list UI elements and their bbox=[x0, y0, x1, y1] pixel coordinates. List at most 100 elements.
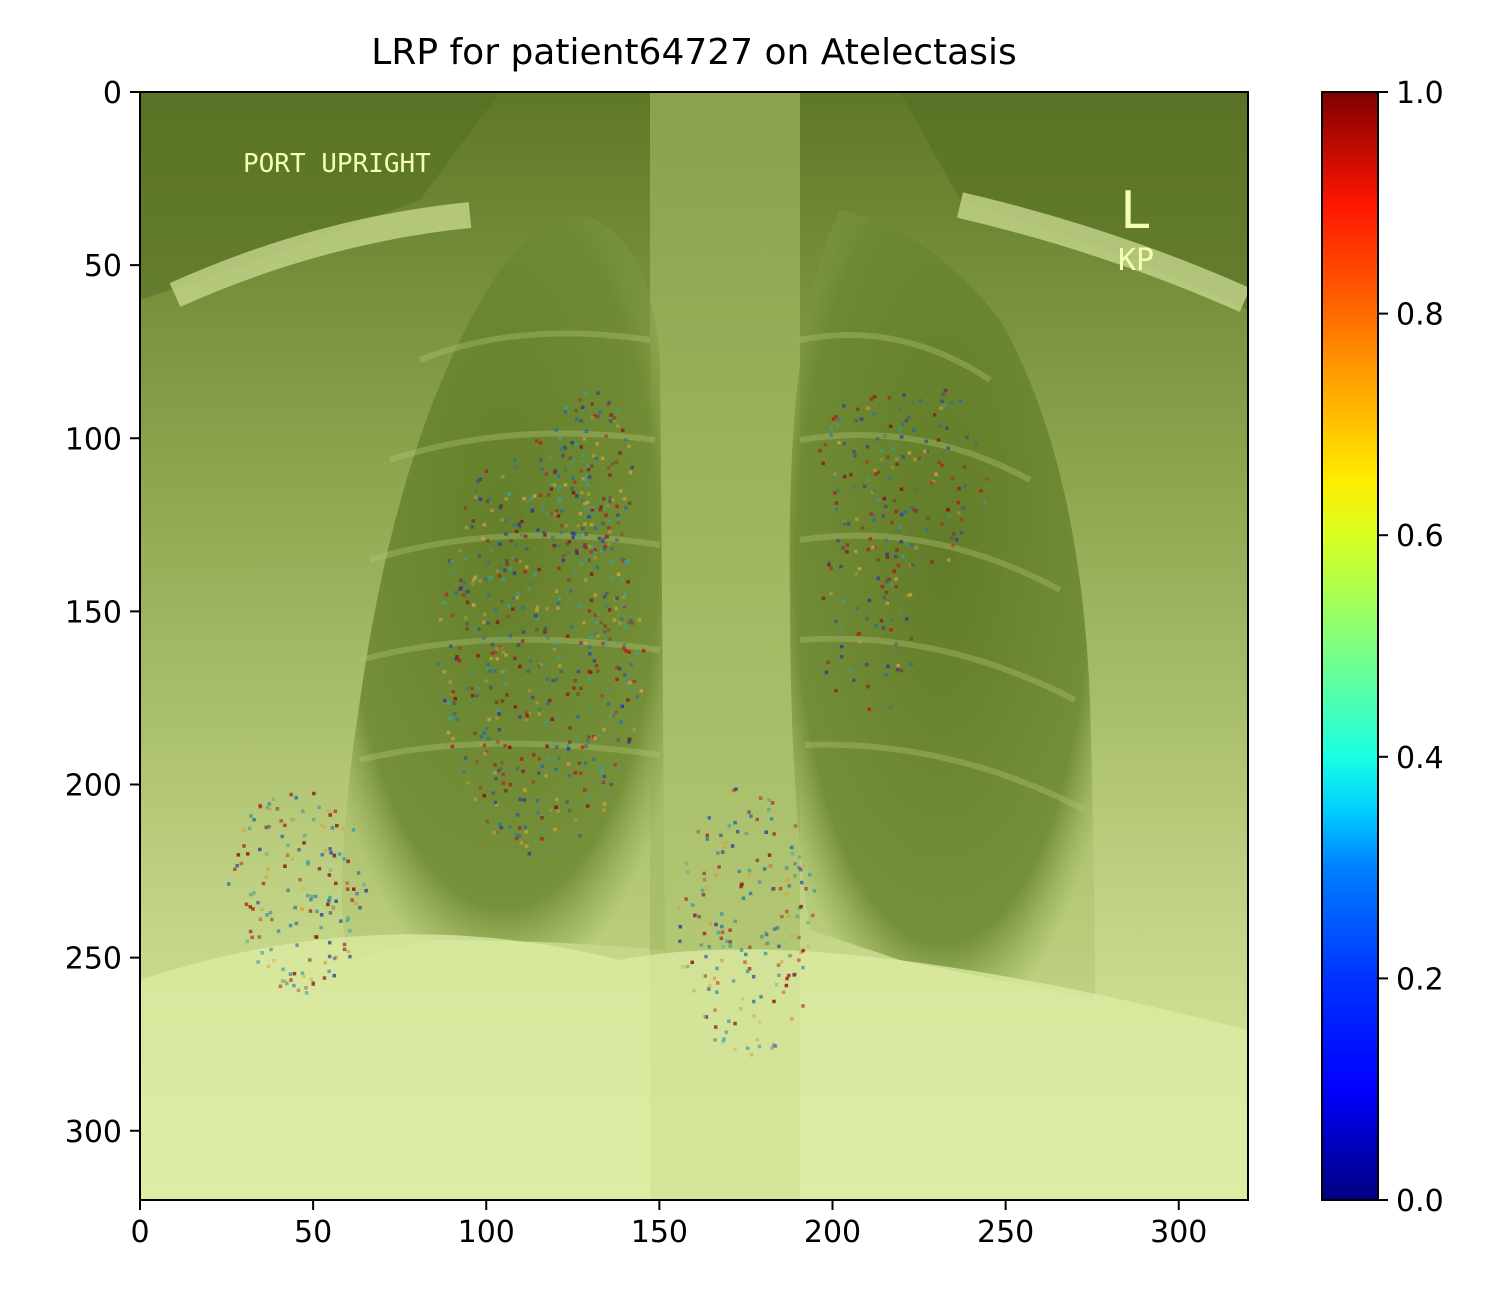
lrp-speckle bbox=[515, 543, 519, 547]
lrp-speckle bbox=[624, 506, 628, 510]
lrp-speckle bbox=[539, 458, 543, 462]
lrp-speckle bbox=[925, 528, 929, 533]
lrp-speckle bbox=[252, 891, 256, 895]
lrp-speckle bbox=[724, 1030, 728, 1034]
colorbar-tick-label: 0.2 bbox=[1396, 962, 1444, 997]
lrp-speckle bbox=[565, 692, 570, 696]
lrp-speckle bbox=[563, 468, 568, 472]
lrp-speckle bbox=[455, 655, 459, 659]
lrp-speckle bbox=[525, 711, 529, 715]
lrp-speckle bbox=[533, 572, 537, 577]
lrp-speckle bbox=[504, 653, 508, 657]
lrp-speckle bbox=[514, 836, 519, 841]
lrp-speckle bbox=[523, 570, 527, 574]
lrp-speckle bbox=[519, 757, 524, 761]
lrp-speckle bbox=[458, 586, 463, 590]
lrp-speckle bbox=[471, 519, 475, 523]
lrp-speckle bbox=[524, 830, 529, 834]
lrp-speckle bbox=[741, 997, 745, 1001]
lrp-speckle bbox=[475, 694, 479, 698]
lrp-speckle bbox=[348, 954, 352, 959]
lrp-speckle bbox=[322, 976, 327, 980]
lrp-speckle bbox=[592, 659, 597, 663]
lrp-speckle bbox=[278, 984, 283, 989]
lrp-speckle bbox=[841, 546, 845, 550]
lrp-speckle bbox=[599, 505, 603, 509]
lrp-speckle bbox=[328, 813, 332, 817]
lrp-speckle bbox=[951, 532, 956, 536]
lrp-speckle bbox=[293, 818, 297, 822]
lrp-speckle bbox=[517, 522, 521, 526]
colorbar-tick-label: 1.0 bbox=[1396, 76, 1444, 111]
lrp-speckle bbox=[495, 716, 499, 720]
lrp-speckle bbox=[618, 489, 623, 493]
lrp-speckle bbox=[557, 597, 562, 601]
lrp-speckle bbox=[335, 823, 339, 828]
lrp-speckle bbox=[498, 542, 502, 546]
lrp-speckle bbox=[356, 871, 361, 875]
y-tick-label: 250 bbox=[65, 942, 122, 977]
lrp-speckle bbox=[568, 456, 573, 460]
lrp-speckle bbox=[545, 677, 550, 681]
lrp-speckle bbox=[940, 522, 944, 526]
lrp-speckle bbox=[797, 855, 802, 859]
lrp-speckle bbox=[947, 514, 951, 519]
lrp-speckle bbox=[581, 477, 585, 481]
lrp-speckle bbox=[459, 586, 464, 590]
lrp-speckle bbox=[919, 399, 923, 403]
lrp-speckle bbox=[626, 698, 630, 702]
lrp-speckle bbox=[334, 899, 338, 903]
lrp-speckle bbox=[880, 448, 884, 453]
lrp-speckle bbox=[479, 735, 483, 739]
lrp-speckle bbox=[576, 714, 580, 719]
lrp-speckle bbox=[608, 530, 612, 534]
lrp-speckle bbox=[297, 848, 301, 852]
lrp-speckle bbox=[605, 787, 610, 791]
lrp-speckle bbox=[520, 519, 524, 524]
lrp-speckle bbox=[607, 400, 611, 405]
lrp-speckle bbox=[587, 645, 592, 649]
lrp-speckle bbox=[503, 670, 507, 674]
lrp-speckle bbox=[737, 869, 741, 874]
lrp-speckle bbox=[610, 575, 614, 579]
lrp-speckle bbox=[438, 617, 443, 622]
lrp-speckle bbox=[248, 892, 253, 897]
lrp-speckle bbox=[319, 913, 324, 917]
lrp-speckle bbox=[615, 665, 619, 669]
lrp-speckle bbox=[266, 867, 270, 871]
lrp-speckle bbox=[939, 406, 943, 410]
lrp-speckle bbox=[546, 701, 550, 706]
lrp-speckle bbox=[771, 887, 775, 891]
lrp-speckle bbox=[308, 958, 312, 962]
lrp-speckle bbox=[245, 939, 249, 944]
lrp-speckle bbox=[799, 904, 803, 909]
lrp-speckle bbox=[777, 822, 781, 826]
lrp-speckle bbox=[504, 497, 509, 501]
lrp-speckle bbox=[493, 608, 498, 613]
lrp-speckle bbox=[852, 678, 856, 682]
lrp-speckle bbox=[881, 626, 886, 630]
lrp-speckle bbox=[587, 475, 592, 479]
lrp-speckle bbox=[626, 559, 631, 563]
lrp-speckle bbox=[554, 641, 558, 646]
lrp-speckle bbox=[623, 592, 627, 596]
lrp-speckle bbox=[610, 498, 615, 502]
lrp-speckle bbox=[327, 808, 331, 813]
lrp-speckle bbox=[285, 981, 289, 986]
lrp-speckle bbox=[587, 609, 592, 613]
lrp-speckle bbox=[888, 476, 892, 480]
lrp-speckle bbox=[867, 598, 872, 603]
lrp-speckle bbox=[740, 882, 744, 886]
xray-diaphragm bbox=[140, 934, 1248, 1200]
lrp-speckle bbox=[614, 606, 618, 611]
lrp-speckle bbox=[759, 995, 763, 999]
lrp-speckle bbox=[901, 455, 905, 459]
lrp-speckle bbox=[547, 493, 551, 497]
lrp-speckle bbox=[898, 525, 902, 529]
lrp-speckle bbox=[497, 637, 502, 642]
lrp-speckle bbox=[736, 830, 740, 834]
lrp-speckle bbox=[620, 532, 624, 537]
colorbar-tick-label: 0.0 bbox=[1396, 1184, 1444, 1219]
lrp-speckle bbox=[586, 795, 591, 799]
lrp-speckle bbox=[301, 809, 305, 813]
